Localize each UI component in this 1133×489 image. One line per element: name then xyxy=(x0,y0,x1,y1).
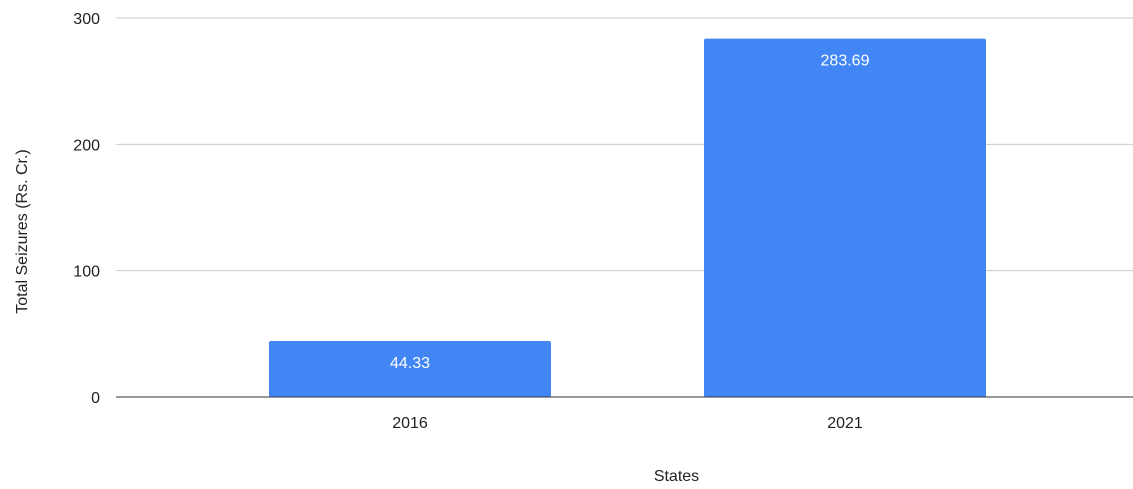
data-label-2016: 44.33 xyxy=(390,355,430,372)
y-tick-label: 0 xyxy=(91,390,100,407)
x-tick-label: 2016 xyxy=(392,415,428,432)
y-axis-ticks: 0 100 200 300 xyxy=(73,11,100,407)
y-tick-label: 100 xyxy=(73,264,100,281)
x-tick-label: 2021 xyxy=(827,415,863,432)
bar-2021[interactable] xyxy=(704,38,986,397)
x-axis-ticks: 2016 2021 xyxy=(392,415,863,432)
bar-2016[interactable] xyxy=(269,340,551,397)
bars: 44.33 283.69 xyxy=(269,38,986,397)
y-axis-title: Total Seizures (Rs. Cr.) xyxy=(14,149,31,313)
x-axis-title: States xyxy=(654,468,699,485)
y-tick-label: 300 xyxy=(73,11,100,28)
y-tick-label: 200 xyxy=(73,137,100,154)
data-label-2021: 283.69 xyxy=(821,53,870,70)
